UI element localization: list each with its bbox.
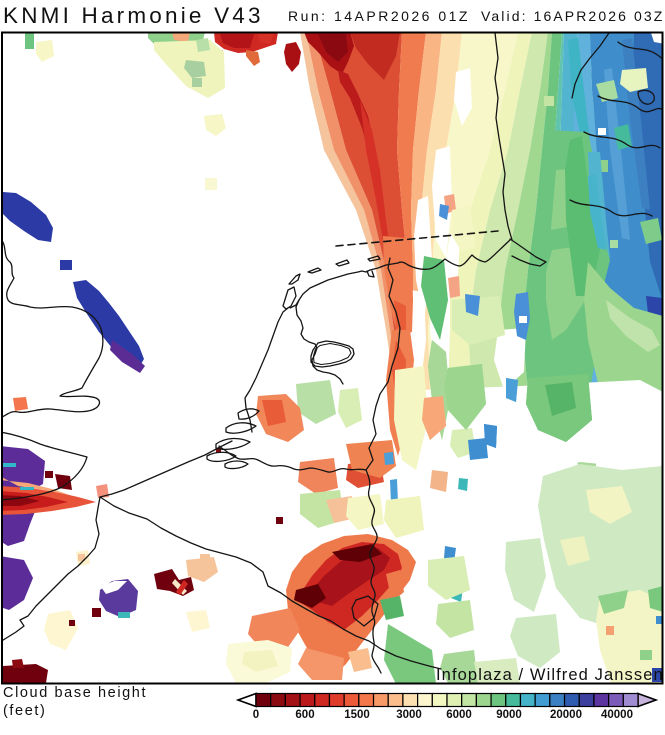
svg-text:40000: 40000 bbox=[601, 709, 633, 721]
svg-text:(feet): (feet) bbox=[3, 703, 46, 719]
svg-text:Cloud base height: Cloud base height bbox=[3, 685, 147, 701]
svg-text:KNMI Harmonie V43: KNMI Harmonie V43 bbox=[3, 3, 264, 28]
svg-text:3000: 3000 bbox=[396, 709, 422, 721]
svg-text:20000: 20000 bbox=[550, 709, 582, 721]
svg-text:Infoplaza / Wilfred Janssen: Infoplaza / Wilfred Janssen bbox=[436, 666, 664, 684]
svg-text:Valid: 16APR2026 03Z: Valid: 16APR2026 03Z bbox=[481, 8, 664, 24]
svg-text:6000: 6000 bbox=[446, 709, 472, 721]
svg-text:0: 0 bbox=[253, 709, 259, 721]
svg-text:600: 600 bbox=[295, 709, 314, 721]
svg-text:9000: 9000 bbox=[496, 709, 522, 721]
svg-text:Run: 14APR2026 01Z: Run: 14APR2026 01Z bbox=[288, 8, 470, 24]
svg-text:1500: 1500 bbox=[344, 709, 370, 721]
